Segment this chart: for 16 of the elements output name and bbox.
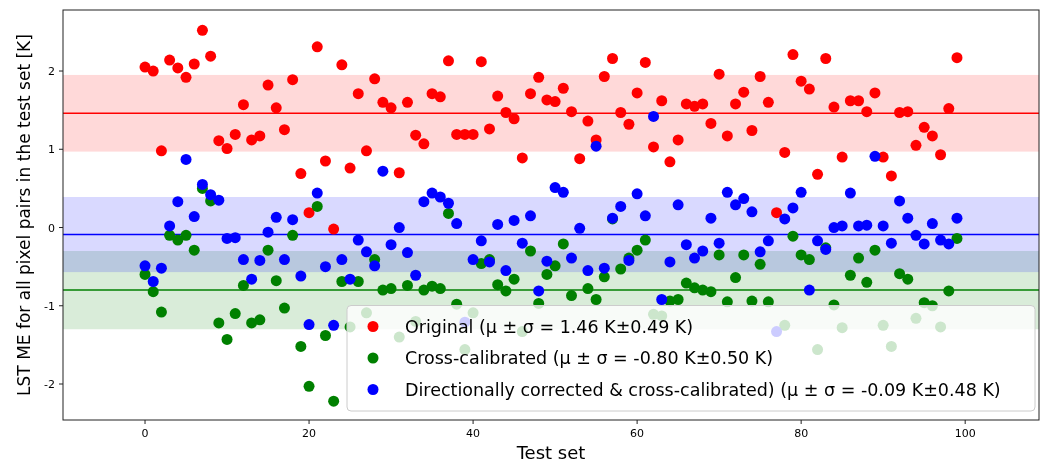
y-tick-label: 1 [48,143,55,157]
x-axis-title: Test set [515,442,586,461]
x-tick-label: 40 [466,427,481,440]
y-tick-label: 0 [48,221,55,235]
y-tick-label: -2 [44,378,55,392]
x-tick-label: 100 [954,427,976,440]
x-tick-label: 60 [630,427,645,440]
legend-label: Original (μ ± σ = 1.46 K±0.49 K) [405,316,694,337]
x-tick-label: 20 [302,427,317,440]
y-axis-title: LST ME for all pixel pairs in the test set [K] [14,34,34,396]
y-tick-label: -1 [44,299,55,313]
legend-label: Cross-calibrated (μ ± σ = -0.80 K±0.50 K) [405,348,774,368]
x-tick-label: 0 [141,427,149,440]
x-tick-label: 80 [794,427,809,440]
legend-label: Directionally corrected & cross-calibrated) (μ ± σ = -0.09 K±0.48 K) [405,379,1001,400]
y-tick-label: 2 [48,65,55,79]
